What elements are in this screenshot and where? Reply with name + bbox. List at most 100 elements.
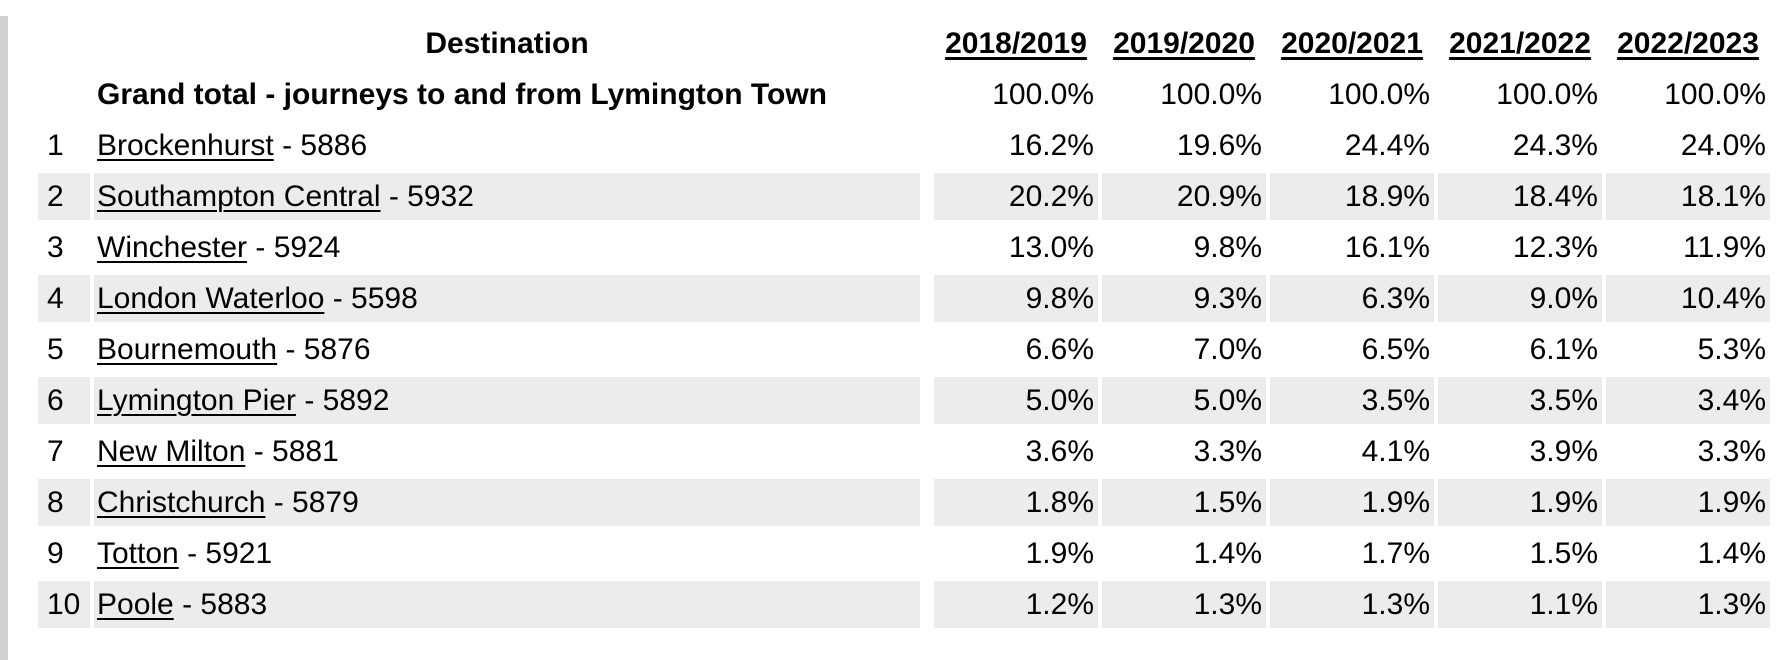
destination-usage-table: Destination 2018/2019 2019/2020 2020/202… xyxy=(34,16,1774,632)
spacer-cell xyxy=(924,20,930,67)
rank-cell: 9 xyxy=(47,536,64,570)
value-cell: 1.9% xyxy=(1270,479,1434,526)
value-cell: 24.0% xyxy=(1680,128,1766,162)
value-cell: 20.2% xyxy=(934,173,1098,220)
spacer-cell xyxy=(924,479,930,526)
station-link[interactable]: Winchester xyxy=(97,230,248,264)
station-code-text: - 5932 xyxy=(380,179,474,213)
value-cell: 3.3% xyxy=(1193,434,1262,468)
value-cell: 19.6% xyxy=(1176,128,1262,162)
value-cell: 7.0% xyxy=(1193,332,1262,366)
station-link[interactable]: New Milton xyxy=(97,434,246,468)
spacer-cell xyxy=(924,122,930,169)
value-cell: 3.3% xyxy=(1697,434,1766,468)
station-code-text: - 5892 xyxy=(295,383,390,417)
value-cell: 6.1% xyxy=(1529,332,1598,366)
station-code-text: - 5598 xyxy=(324,281,418,315)
table-row: 5 Bournemouth - 5876 6.6% 7.0% 6.5% 6.1%… xyxy=(38,326,1770,373)
rank-cell: 2 xyxy=(38,173,90,220)
table-header-row: Destination 2018/2019 2019/2020 2020/202… xyxy=(38,20,1770,67)
table-row: 1 Brockenhurst - 5886 16.2% 19.6% 24.4% … xyxy=(38,122,1770,169)
value-cell: 18.1% xyxy=(1606,173,1770,220)
destination-cell: Winchester - 5924 xyxy=(94,224,920,271)
spacer-cell xyxy=(924,326,930,373)
station-link[interactable]: Christchurch xyxy=(97,485,266,519)
rank-cell-empty xyxy=(38,71,90,118)
value-cell: 9.0% xyxy=(1438,275,1602,322)
value-cell: 5.0% xyxy=(1102,377,1266,424)
spacer-cell xyxy=(924,275,930,322)
value-cell: 16.1% xyxy=(1344,230,1430,264)
year-column-header-2022-2023[interactable]: 2022/2023 xyxy=(1617,26,1759,60)
station-code-text: - 5886 xyxy=(273,128,368,162)
destination-cell: London Waterloo - 5598 xyxy=(94,275,920,322)
station-link[interactable]: Poole xyxy=(97,587,174,621)
value-cell: 12.3% xyxy=(1512,230,1598,264)
spacer-cell xyxy=(924,530,930,577)
grand-total-value: 100.0% xyxy=(1328,77,1430,111)
grand-total-value: 100.0% xyxy=(992,77,1094,111)
value-cell: 9.3% xyxy=(1102,275,1266,322)
station-link[interactable]: Bournemouth xyxy=(97,332,278,366)
value-cell: 1.4% xyxy=(1193,536,1262,570)
rank-cell: 10 xyxy=(38,581,90,628)
value-cell: 3.5% xyxy=(1438,377,1602,424)
value-cell: 18.4% xyxy=(1438,173,1602,220)
value-cell: 9.8% xyxy=(934,275,1098,322)
rank-cell: 7 xyxy=(47,434,64,468)
station-code-text: - 5924 xyxy=(247,230,341,264)
table-row: 3 Winchester - 5924 13.0% 9.8% 16.1% 12.… xyxy=(38,224,1770,271)
destination-column-header: Destination xyxy=(425,26,589,60)
destination-cell: Brockenhurst - 5886 xyxy=(94,122,920,169)
spacer-cell xyxy=(924,173,930,220)
year-column-header-2019-2020[interactable]: 2019/2020 xyxy=(1113,26,1255,60)
station-link[interactable]: Brockenhurst xyxy=(97,128,274,162)
station-link[interactable]: Totton xyxy=(97,536,179,570)
value-cell: 6.5% xyxy=(1361,332,1430,366)
rank-header-empty xyxy=(38,20,90,67)
grand-total-value: 100.0% xyxy=(1160,77,1262,111)
value-cell: 5.3% xyxy=(1697,332,1766,366)
year-column-header-2021-2022[interactable]: 2021/2022 xyxy=(1449,26,1591,60)
station-link[interactable]: Southampton Central xyxy=(97,179,381,213)
value-cell: 3.9% xyxy=(1529,434,1598,468)
destination-cell: New Milton - 5881 xyxy=(94,428,920,475)
value-cell: 3.6% xyxy=(1025,434,1094,468)
station-link[interactable]: Lymington Pier xyxy=(97,383,296,417)
spacer-cell xyxy=(924,377,930,424)
rank-cell: 4 xyxy=(38,275,90,322)
station-code-text: - 5881 xyxy=(245,434,339,468)
grand-total-value: 100.0% xyxy=(1496,77,1598,111)
station-code-text: - 5883 xyxy=(173,587,268,621)
value-cell: 1.1% xyxy=(1438,581,1602,628)
value-cell: 3.4% xyxy=(1606,377,1770,424)
value-cell: 1.7% xyxy=(1361,536,1430,570)
value-cell: 6.3% xyxy=(1270,275,1434,322)
rank-cell: 8 xyxy=(38,479,90,526)
value-cell: 13.0% xyxy=(1008,230,1094,264)
spacer-cell xyxy=(924,224,930,271)
spacer-cell xyxy=(924,428,930,475)
value-cell: 9.8% xyxy=(1193,230,1262,264)
year-column-header-2020-2021[interactable]: 2020/2021 xyxy=(1281,26,1423,60)
spacer-cell xyxy=(924,581,930,628)
value-cell: 4.1% xyxy=(1361,434,1430,468)
value-cell: 1.9% xyxy=(1606,479,1770,526)
grand-total-label: Grand total - journeys to and from Lymin… xyxy=(97,77,827,111)
station-code-text: - 5921 xyxy=(178,536,273,570)
value-cell: 16.2% xyxy=(1008,128,1094,162)
table-row: 6 Lymington Pier - 5892 5.0% 5.0% 3.5% 3… xyxy=(38,377,1770,424)
value-cell: 1.5% xyxy=(1529,536,1598,570)
value-cell: 1.2% xyxy=(934,581,1098,628)
table-row: 4 London Waterloo - 5598 9.8% 9.3% 6.3% … xyxy=(38,275,1770,322)
table-row: 9 Totton - 5921 1.9% 1.4% 1.7% 1.5% 1.4% xyxy=(38,530,1770,577)
grand-total-value: 100.0% xyxy=(1664,77,1766,111)
value-cell: 24.4% xyxy=(1344,128,1430,162)
station-code-text: - 5879 xyxy=(265,485,359,519)
value-cell: 3.5% xyxy=(1270,377,1434,424)
station-link[interactable]: London Waterloo xyxy=(97,281,325,315)
value-cell: 20.9% xyxy=(1102,173,1266,220)
value-cell: 1.9% xyxy=(1438,479,1602,526)
year-column-header-2018-2019[interactable]: 2018/2019 xyxy=(945,26,1087,60)
value-cell: 5.0% xyxy=(934,377,1098,424)
